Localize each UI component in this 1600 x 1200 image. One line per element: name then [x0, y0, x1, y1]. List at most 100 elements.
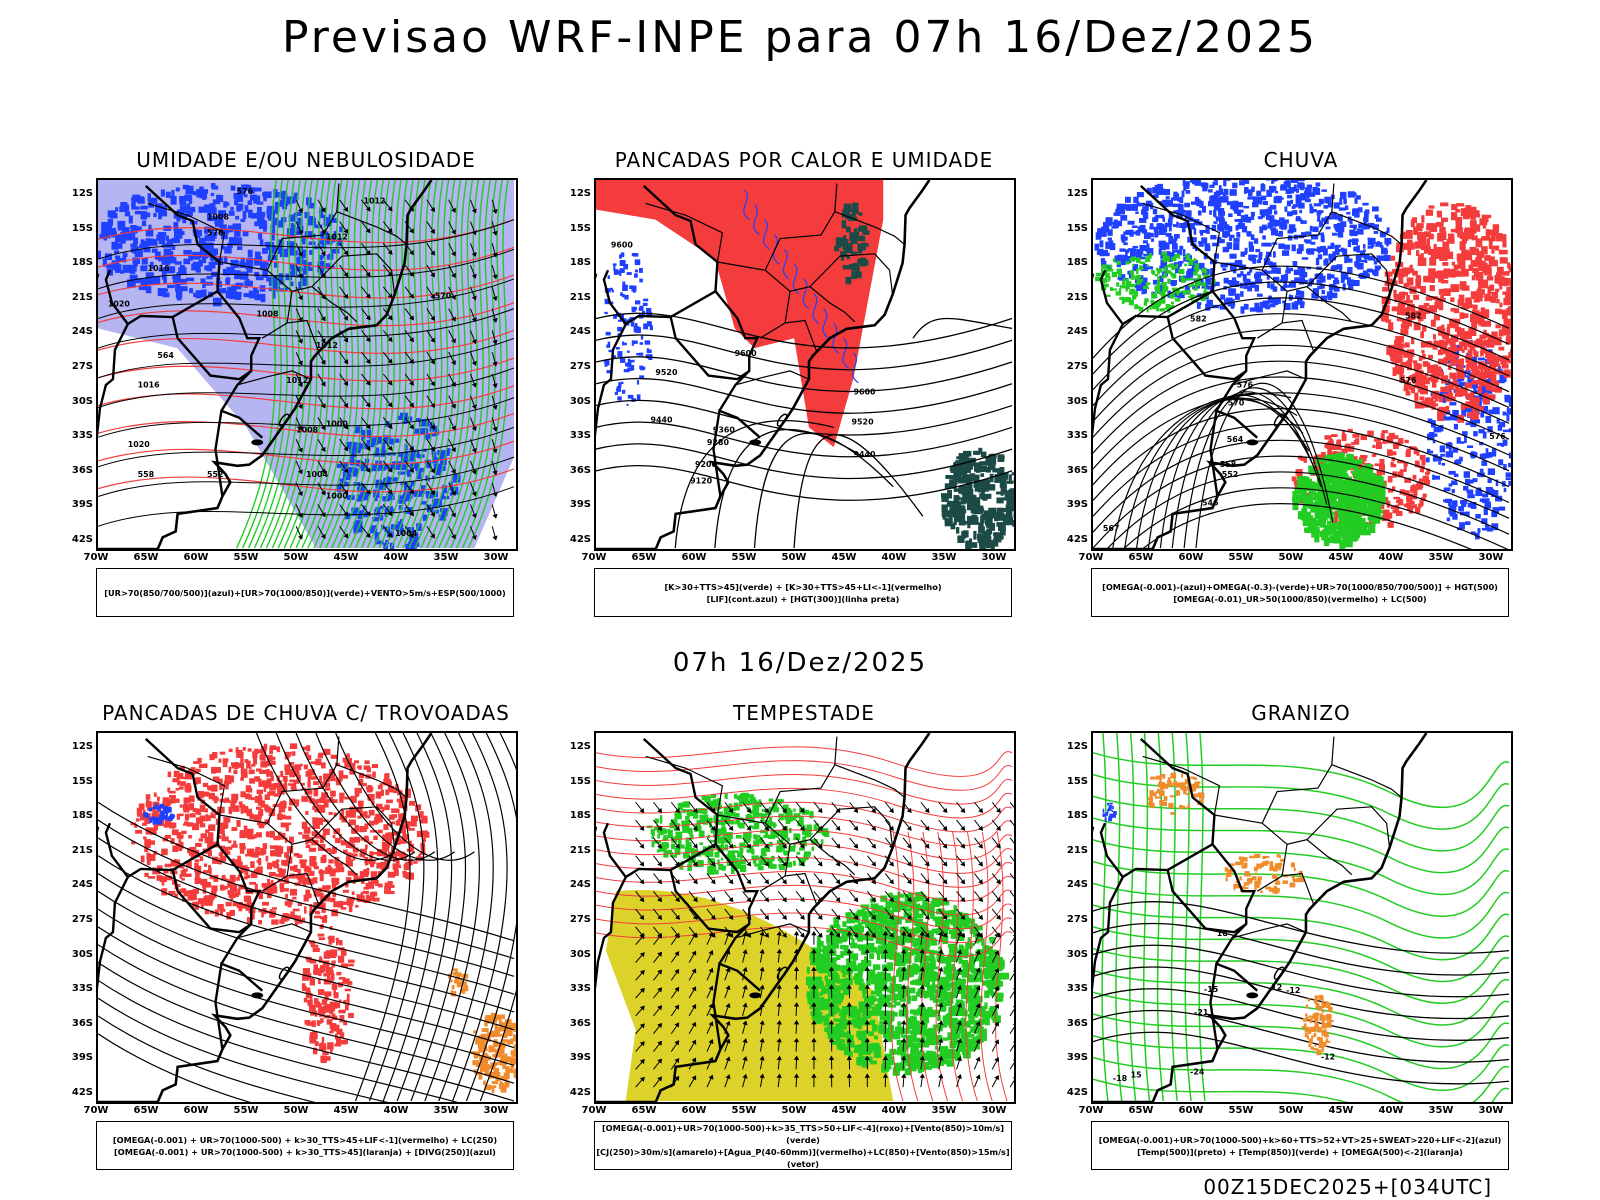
map-panel-pancadas-calor: 9600 9520 9440 9360 9280 9200 9120 9600 9520 9440… [594, 178, 1016, 551]
contour-label: -15 [1204, 985, 1218, 994]
lif-contours-blue [743, 189, 859, 384]
lat-tick-label: 21S [569, 291, 591, 303]
contour-label: 12 [1271, 983, 1282, 992]
lat-tick-label: 36S [1066, 464, 1088, 476]
state-border [261, 872, 320, 915]
state-border [1261, 183, 1335, 292]
lat-tick-label: 12S [569, 741, 591, 752]
lon-tick-label: 40W [1378, 1105, 1404, 1116]
contour-label: 558 [138, 470, 155, 479]
state-border [735, 370, 810, 386]
contour-label: 576 [1400, 376, 1417, 385]
lat-tick-label: 15S [569, 222, 591, 234]
contour-label: 9440 [854, 450, 877, 459]
temp850-contours-green [1101, 733, 1206, 1102]
country-border [669, 843, 750, 934]
state-border [645, 202, 724, 263]
lake [1246, 439, 1259, 446]
lat-tick-label: 33S [1066, 430, 1088, 442]
hgt300-contours [912, 317, 1013, 339]
lat-tick-label: 18S [71, 257, 93, 269]
lon-tick-label: 65W [631, 552, 657, 563]
lon-tick-label: 30W [1478, 552, 1504, 563]
legend-granizo: [OMEGA(-0.001)+UR>70(1000-500)+k>60+TTS>… [1091, 1121, 1509, 1170]
contour-label: 582 [1405, 312, 1422, 321]
lat-tick-label: 39S [71, 499, 93, 511]
state-border [237, 370, 312, 386]
map-panel-tempestade [594, 731, 1016, 1104]
lat-tick-label: 33S [71, 430, 93, 442]
hgt300-contours [674, 420, 924, 549]
state-border [735, 923, 810, 939]
lon-tick-label: 40W [881, 1105, 907, 1116]
lon-tick-label: 55W [1228, 1105, 1254, 1116]
legend-line: [OMEGA(-0.001)-(azul)+OMEGA(-0.3)-(verde… [1102, 581, 1498, 592]
lat-tick-label: 12S [1066, 188, 1088, 199]
lat-tick-label: 27S [569, 914, 591, 925]
lon-tick-label: 30W [1478, 1105, 1504, 1116]
main-title: Previsao WRF-INPE para 07h 16/Dez/2025 [282, 12, 1318, 63]
legend-line: [LIF](cont.azul) + [HGT(300)](linha pret… [706, 593, 900, 604]
legend-line: [OMEGA(-0.001)+UR>70(1000-500)+k>60+TTS>… [1098, 1134, 1502, 1145]
state-border [237, 923, 312, 939]
legend-line: [K>30+TTS>45](verde) + [K>30+TTS>45+LI<-… [664, 581, 942, 592]
country-border [1209, 962, 1259, 1050]
state-border [1281, 838, 1353, 877]
lagoon [278, 413, 290, 427]
state-border [764, 736, 838, 845]
lat-tick-label: 33S [1066, 983, 1088, 995]
country-border [104, 822, 173, 879]
lat-tick-label: 18S [569, 257, 591, 269]
contour-label: 570 [435, 292, 452, 301]
state-border [147, 755, 226, 816]
map-panel-trovoadas [96, 731, 518, 1104]
lon-tick-label: 65W [1128, 1105, 1154, 1116]
legend-chuva: [OMEGA(-0.001)-(azul)+OMEGA(-0.3)-(verde… [1091, 568, 1509, 617]
state-border [1331, 764, 1402, 798]
country-border [1166, 290, 1247, 381]
contour-label: 9600 [854, 388, 877, 397]
state-border [1306, 806, 1391, 848]
contour-label: 582 [1190, 314, 1207, 323]
lat-tick-label: 15S [569, 775, 591, 787]
convection-area-red [596, 180, 884, 448]
forecast-timestamp: 07h 16/Dez/2025 [672, 648, 928, 678]
lat-tick-label: 42S [1066, 534, 1088, 545]
map-panel-chuva: 582 576 570 564 558 552 546 582 576 576 567 [1091, 178, 1513, 551]
lat-tick-label: 36S [71, 464, 93, 476]
contour-label: 9440 [650, 415, 673, 424]
lat-tick-label: 21S [1066, 291, 1088, 303]
lat-tick-label: 27S [1066, 914, 1088, 925]
state-border [1261, 736, 1335, 845]
state-border [834, 764, 905, 798]
country-border [596, 876, 627, 990]
lat-tick-label: 33S [569, 983, 591, 995]
country-border [214, 962, 264, 1050]
lat-tick-label: 18S [569, 810, 591, 822]
lon-tick-label: 45W [831, 552, 857, 563]
contour-label: 9360 [713, 425, 736, 434]
lon-tick-label: 70W [1078, 552, 1104, 563]
contour-label: 1000 [326, 492, 349, 501]
contour-label: 9600 [735, 349, 758, 358]
lat-tick-label: 12S [569, 188, 591, 199]
state-border [834, 211, 905, 245]
wind850-vectors [635, 801, 1014, 1088]
lon-tick-label: 45W [831, 1105, 857, 1116]
lon-tick-label: 60W [1178, 552, 1204, 563]
lon-tick-label: 35W [931, 552, 957, 563]
state-border [336, 764, 407, 798]
state-border [1232, 370, 1307, 386]
lat-tick-label: 33S [569, 430, 591, 442]
state-border [759, 319, 818, 362]
lon-tick-label: 70W [83, 1105, 109, 1116]
contour-label: 1020 [108, 300, 131, 309]
state-border [1142, 755, 1221, 816]
panel-title-tempestade: TEMPESTADE [733, 701, 875, 725]
panel-title-granizo: GRANIZO [1251, 701, 1351, 725]
state-border [784, 838, 856, 877]
temp500-contours [1093, 901, 1510, 1085]
lat-tick-label: 24S [71, 326, 93, 338]
lon-tick-label: 60W [1178, 1105, 1204, 1116]
lon-tick-label: 30W [483, 552, 509, 563]
